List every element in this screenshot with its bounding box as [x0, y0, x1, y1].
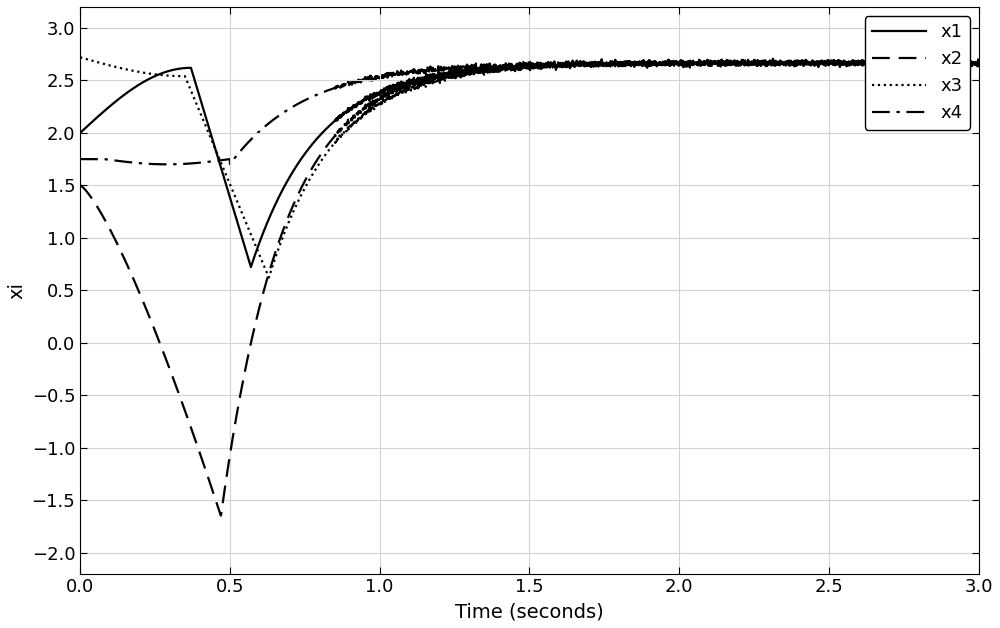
x3 — [901, 59, 913, 67]
x4 — [727, 59, 739, 67]
x2 — [901, 58, 913, 66]
x4 — [901, 58, 913, 66]
Y-axis label: xi: xi — [7, 282, 26, 299]
x1 — [972, 56, 984, 63]
Line: x3: x3 — [80, 57, 979, 278]
x3 — [973, 60, 985, 68]
x3 — [452, 70, 464, 77]
x1 — [74, 129, 86, 137]
x4 — [452, 62, 464, 70]
x4 — [715, 56, 727, 63]
x4 — [501, 63, 513, 70]
x2 — [501, 65, 513, 72]
x4 — [946, 58, 958, 66]
x2 — [452, 68, 464, 75]
x1 — [245, 263, 257, 271]
x2 — [727, 60, 739, 68]
x1 — [452, 67, 464, 74]
x1 — [945, 59, 957, 67]
x2 — [74, 181, 86, 189]
x1 — [973, 60, 985, 68]
x1 — [501, 63, 513, 71]
Line: x2: x2 — [80, 58, 979, 516]
Legend: x1, x2, x3, x4: x1, x2, x3, x4 — [865, 16, 970, 129]
x4 — [459, 63, 471, 70]
X-axis label: Time (seconds): Time (seconds) — [455, 602, 604, 621]
x1 — [727, 60, 739, 68]
x3 — [945, 60, 957, 67]
x2 — [767, 55, 779, 62]
Line: x4: x4 — [80, 60, 979, 165]
x3 — [501, 66, 513, 73]
x1 — [901, 60, 913, 67]
Line: x1: x1 — [80, 60, 979, 267]
x3 — [727, 60, 739, 68]
x3 — [74, 53, 86, 61]
x2 — [973, 60, 985, 68]
x4 — [973, 60, 985, 68]
x2 — [946, 58, 958, 66]
x3 — [459, 70, 471, 78]
x2 — [459, 67, 471, 75]
x4 — [161, 161, 173, 168]
x4 — [74, 155, 86, 163]
x3 — [263, 274, 275, 281]
x1 — [459, 67, 471, 75]
x2 — [215, 512, 227, 519]
